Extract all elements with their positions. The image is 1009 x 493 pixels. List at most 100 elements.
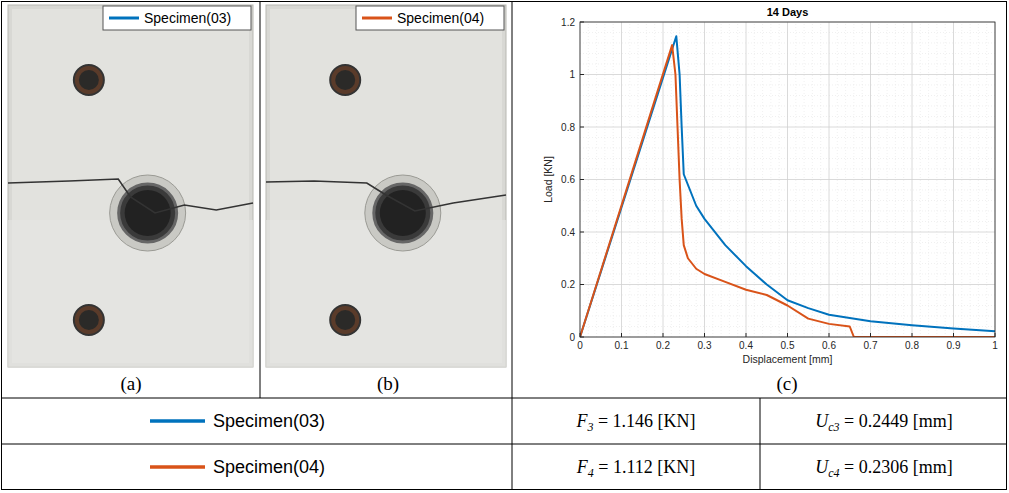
legend-label: Specimen(03) bbox=[213, 411, 325, 431]
tick-label: 0.9 bbox=[947, 340, 961, 351]
bolt-hole bbox=[330, 65, 360, 95]
tick bbox=[580, 333, 581, 337]
figure: Specimen(03) Specimen(04) (a) (b) (c) 0 0.1 0.2… bbox=[0, 0, 1009, 493]
bolt-hole bbox=[330, 305, 360, 335]
legend-swatch bbox=[150, 465, 205, 469]
tick-label: 1 bbox=[569, 69, 575, 80]
tick bbox=[704, 333, 705, 337]
formula-value: 0.2449 bbox=[859, 411, 909, 431]
specimen-surface bbox=[266, 5, 506, 367]
legend-swatch bbox=[362, 17, 392, 20]
crack bbox=[266, 181, 506, 211]
bolt-hole bbox=[335, 310, 355, 330]
formula-symbol: U bbox=[815, 457, 829, 477]
bolt-hole bbox=[79, 70, 99, 90]
specimen-surface bbox=[8, 5, 253, 367]
formula-subscript: c4 bbox=[828, 466, 839, 480]
tick-label: 0.2 bbox=[561, 279, 575, 290]
table-rule bbox=[512, 2, 513, 490]
formula-value: 0.2306 bbox=[859, 457, 909, 477]
formula-subscript: 3 bbox=[586, 420, 593, 434]
tick bbox=[580, 127, 584, 128]
tick bbox=[912, 333, 913, 337]
tick bbox=[995, 333, 996, 337]
table-rule bbox=[2, 444, 1008, 445]
legend-box bbox=[103, 6, 251, 30]
tick-label: 1 bbox=[992, 340, 998, 351]
formula-unit: [mm] bbox=[908, 411, 953, 431]
x-axis-title: Displacement [mm] bbox=[743, 353, 833, 365]
axes-frame bbox=[580, 22, 995, 337]
table-rule bbox=[2, 398, 1008, 399]
legend-box bbox=[356, 6, 504, 30]
grid-line bbox=[580, 232, 995, 233]
crack bbox=[8, 179, 253, 213]
grid-line bbox=[580, 74, 995, 75]
legend-swatch bbox=[109, 17, 139, 20]
tick bbox=[870, 333, 871, 337]
tick-label: 0.4 bbox=[561, 227, 575, 238]
bolt-hole bbox=[335, 70, 355, 90]
tick bbox=[621, 333, 622, 337]
table-cell: Uc4 = 0.2306 [mm] bbox=[815, 457, 952, 480]
tick-label: 0.6 bbox=[822, 340, 836, 351]
formula-relation: = bbox=[840, 411, 859, 431]
load-hole-rim bbox=[365, 175, 441, 251]
y-axis-title: Load [KN] bbox=[542, 156, 554, 203]
formula-subscript: c3 bbox=[828, 420, 839, 434]
tick bbox=[663, 333, 664, 337]
series-line bbox=[580, 45, 995, 337]
tick bbox=[787, 333, 788, 337]
formula-symbol: U bbox=[815, 411, 829, 431]
tick-label: 0.5 bbox=[781, 340, 795, 351]
formula-value: 1.146 bbox=[613, 411, 654, 431]
plot-area bbox=[580, 22, 995, 337]
panel-label: (c) bbox=[776, 373, 797, 395]
table-cell: F4 = 1.112 [KN] bbox=[576, 457, 696, 480]
formula-relation: = bbox=[594, 457, 613, 477]
series-group bbox=[580, 36, 995, 337]
legend-label: Specimen(04) bbox=[213, 457, 325, 477]
specimen-photo: Specimen(04) bbox=[266, 5, 506, 367]
specimen-photo: Specimen(03) bbox=[8, 5, 253, 367]
tick bbox=[746, 333, 747, 337]
tick bbox=[580, 74, 584, 75]
panel-label: (a) bbox=[120, 373, 141, 395]
table-row: Specimen(03) bbox=[150, 411, 325, 431]
load-hole bbox=[380, 190, 426, 236]
grid-line bbox=[580, 127, 995, 128]
legend-label: Specimen(03) bbox=[144, 10, 231, 26]
legend-swatch bbox=[150, 419, 205, 423]
tick-label: 0.8 bbox=[561, 122, 575, 133]
chart: 00.10.20.30.40.50.60.70.80.9100.20.40.60… bbox=[542, 6, 998, 365]
series-line bbox=[580, 36, 995, 337]
tick bbox=[580, 232, 584, 233]
legend: Specimen(03) bbox=[103, 6, 251, 30]
chart-title: 14 Days bbox=[767, 6, 809, 18]
tick bbox=[580, 337, 584, 338]
tick-label: 0.4 bbox=[739, 340, 753, 351]
tick-label: 0 bbox=[569, 332, 575, 343]
table-cell: F3 = 1.146 [KN] bbox=[575, 411, 695, 434]
bolt-hole bbox=[79, 310, 99, 330]
tick bbox=[580, 179, 584, 180]
table-frame bbox=[2, 2, 1008, 490]
tick-label: 0.7 bbox=[864, 340, 878, 351]
tick-label: 0.3 bbox=[698, 340, 712, 351]
legend-label: Specimen(04) bbox=[397, 10, 484, 26]
formula-unit: [KN] bbox=[653, 411, 696, 431]
tick bbox=[580, 284, 584, 285]
tick bbox=[953, 333, 954, 337]
formula-value: 1.112 bbox=[613, 457, 653, 477]
formula-unit: [mm] bbox=[908, 457, 953, 477]
tick-label: 0.1 bbox=[615, 340, 629, 351]
panel-label: (b) bbox=[377, 373, 399, 395]
grid-line bbox=[580, 179, 995, 180]
bolt-hole bbox=[74, 65, 104, 95]
formula-relation: = bbox=[593, 411, 612, 431]
formula-unit: [KN] bbox=[653, 457, 696, 477]
table-border bbox=[2, 2, 1007, 490]
bolt-hole bbox=[74, 305, 104, 335]
load-hole-rim bbox=[110, 175, 186, 251]
tick bbox=[829, 333, 830, 337]
